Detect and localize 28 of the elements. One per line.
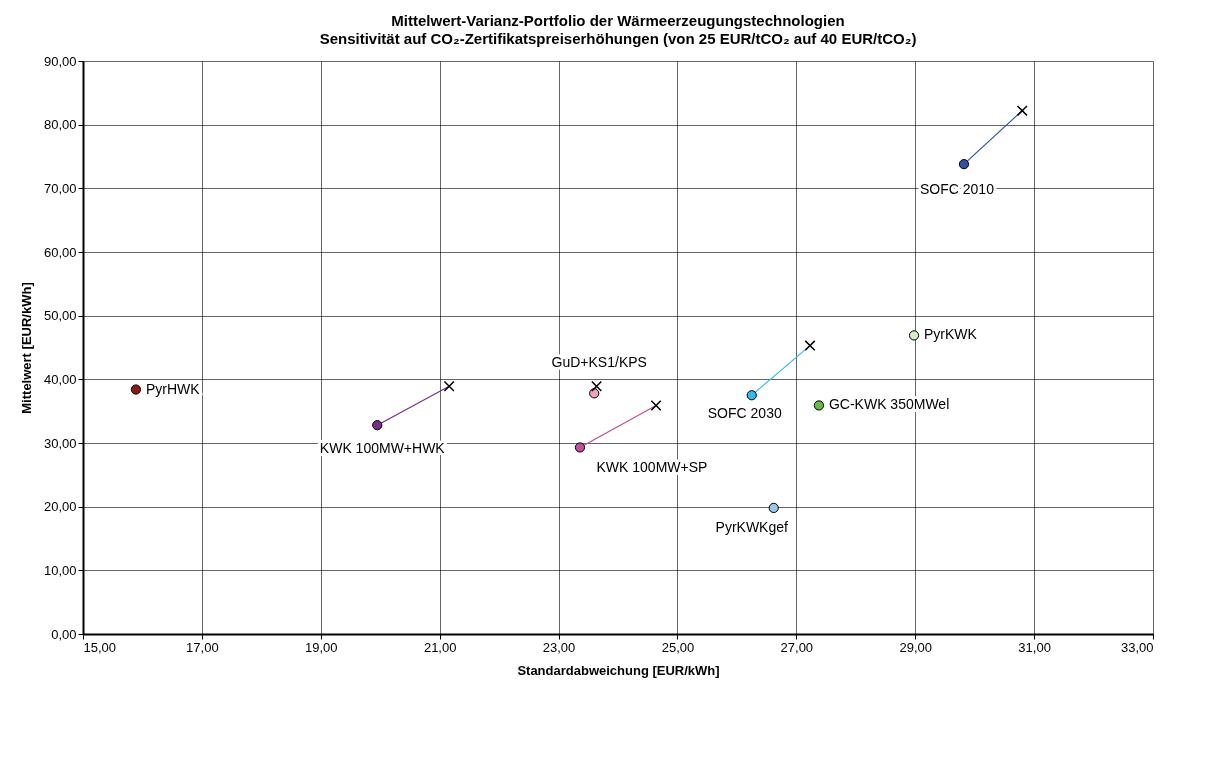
series-label: SOFC 2030	[707, 405, 782, 422]
x-tick-label: 25,00	[661, 639, 695, 655]
y-tick-label: 40,00	[43, 371, 77, 387]
x-tick-label: 19,00	[305, 639, 338, 655]
x-tick-label: 17,00	[186, 639, 219, 655]
y-tick-label: 60,00	[43, 244, 77, 260]
x-tick-label: 21,00	[423, 639, 457, 655]
y-axis-title: Mittelwert [EUR/kWh]	[18, 282, 34, 414]
y-tick-label: 30,00	[43, 435, 77, 451]
x-axis-title: Standardabweichung [EUR/kWh]	[517, 662, 720, 678]
y-tick-label: 50,00	[43, 308, 77, 324]
y-tick-label: 0,00	[51, 626, 77, 642]
x-tick-label: 27,00	[780, 639, 814, 655]
y-tick-label: 70,00	[43, 180, 77, 196]
y-tick-label: 90,00	[43, 53, 77, 69]
series-label: PyrHWK	[145, 380, 201, 397]
x-tick-label: 29,00	[899, 639, 932, 655]
x-tick-label: 23,00	[542, 639, 576, 655]
x-tick-label: 33,00	[1120, 639, 1154, 655]
chart-title: Mittelwert-Varianz-Portfolio der Wärmeerzeugungstechnologien	[391, 12, 845, 29]
series-label: PyrKWK	[924, 326, 978, 343]
y-tick-label: 20,00	[43, 499, 77, 515]
chart-subtitle: Sensitivität auf CO₂-Zertifikatspreiserhöhungen (von 25 EUR/tCO₂ auf 40 EUR/tCO₂)	[319, 30, 917, 47]
series-label: PyrKWKgef	[715, 518, 789, 535]
y-tick-label: 10,00	[43, 562, 77, 578]
y-tick-label: 80,00	[43, 117, 77, 133]
x-tick-label: 15,00	[83, 639, 117, 655]
x-tick-label: 31,00	[1018, 639, 1051, 655]
